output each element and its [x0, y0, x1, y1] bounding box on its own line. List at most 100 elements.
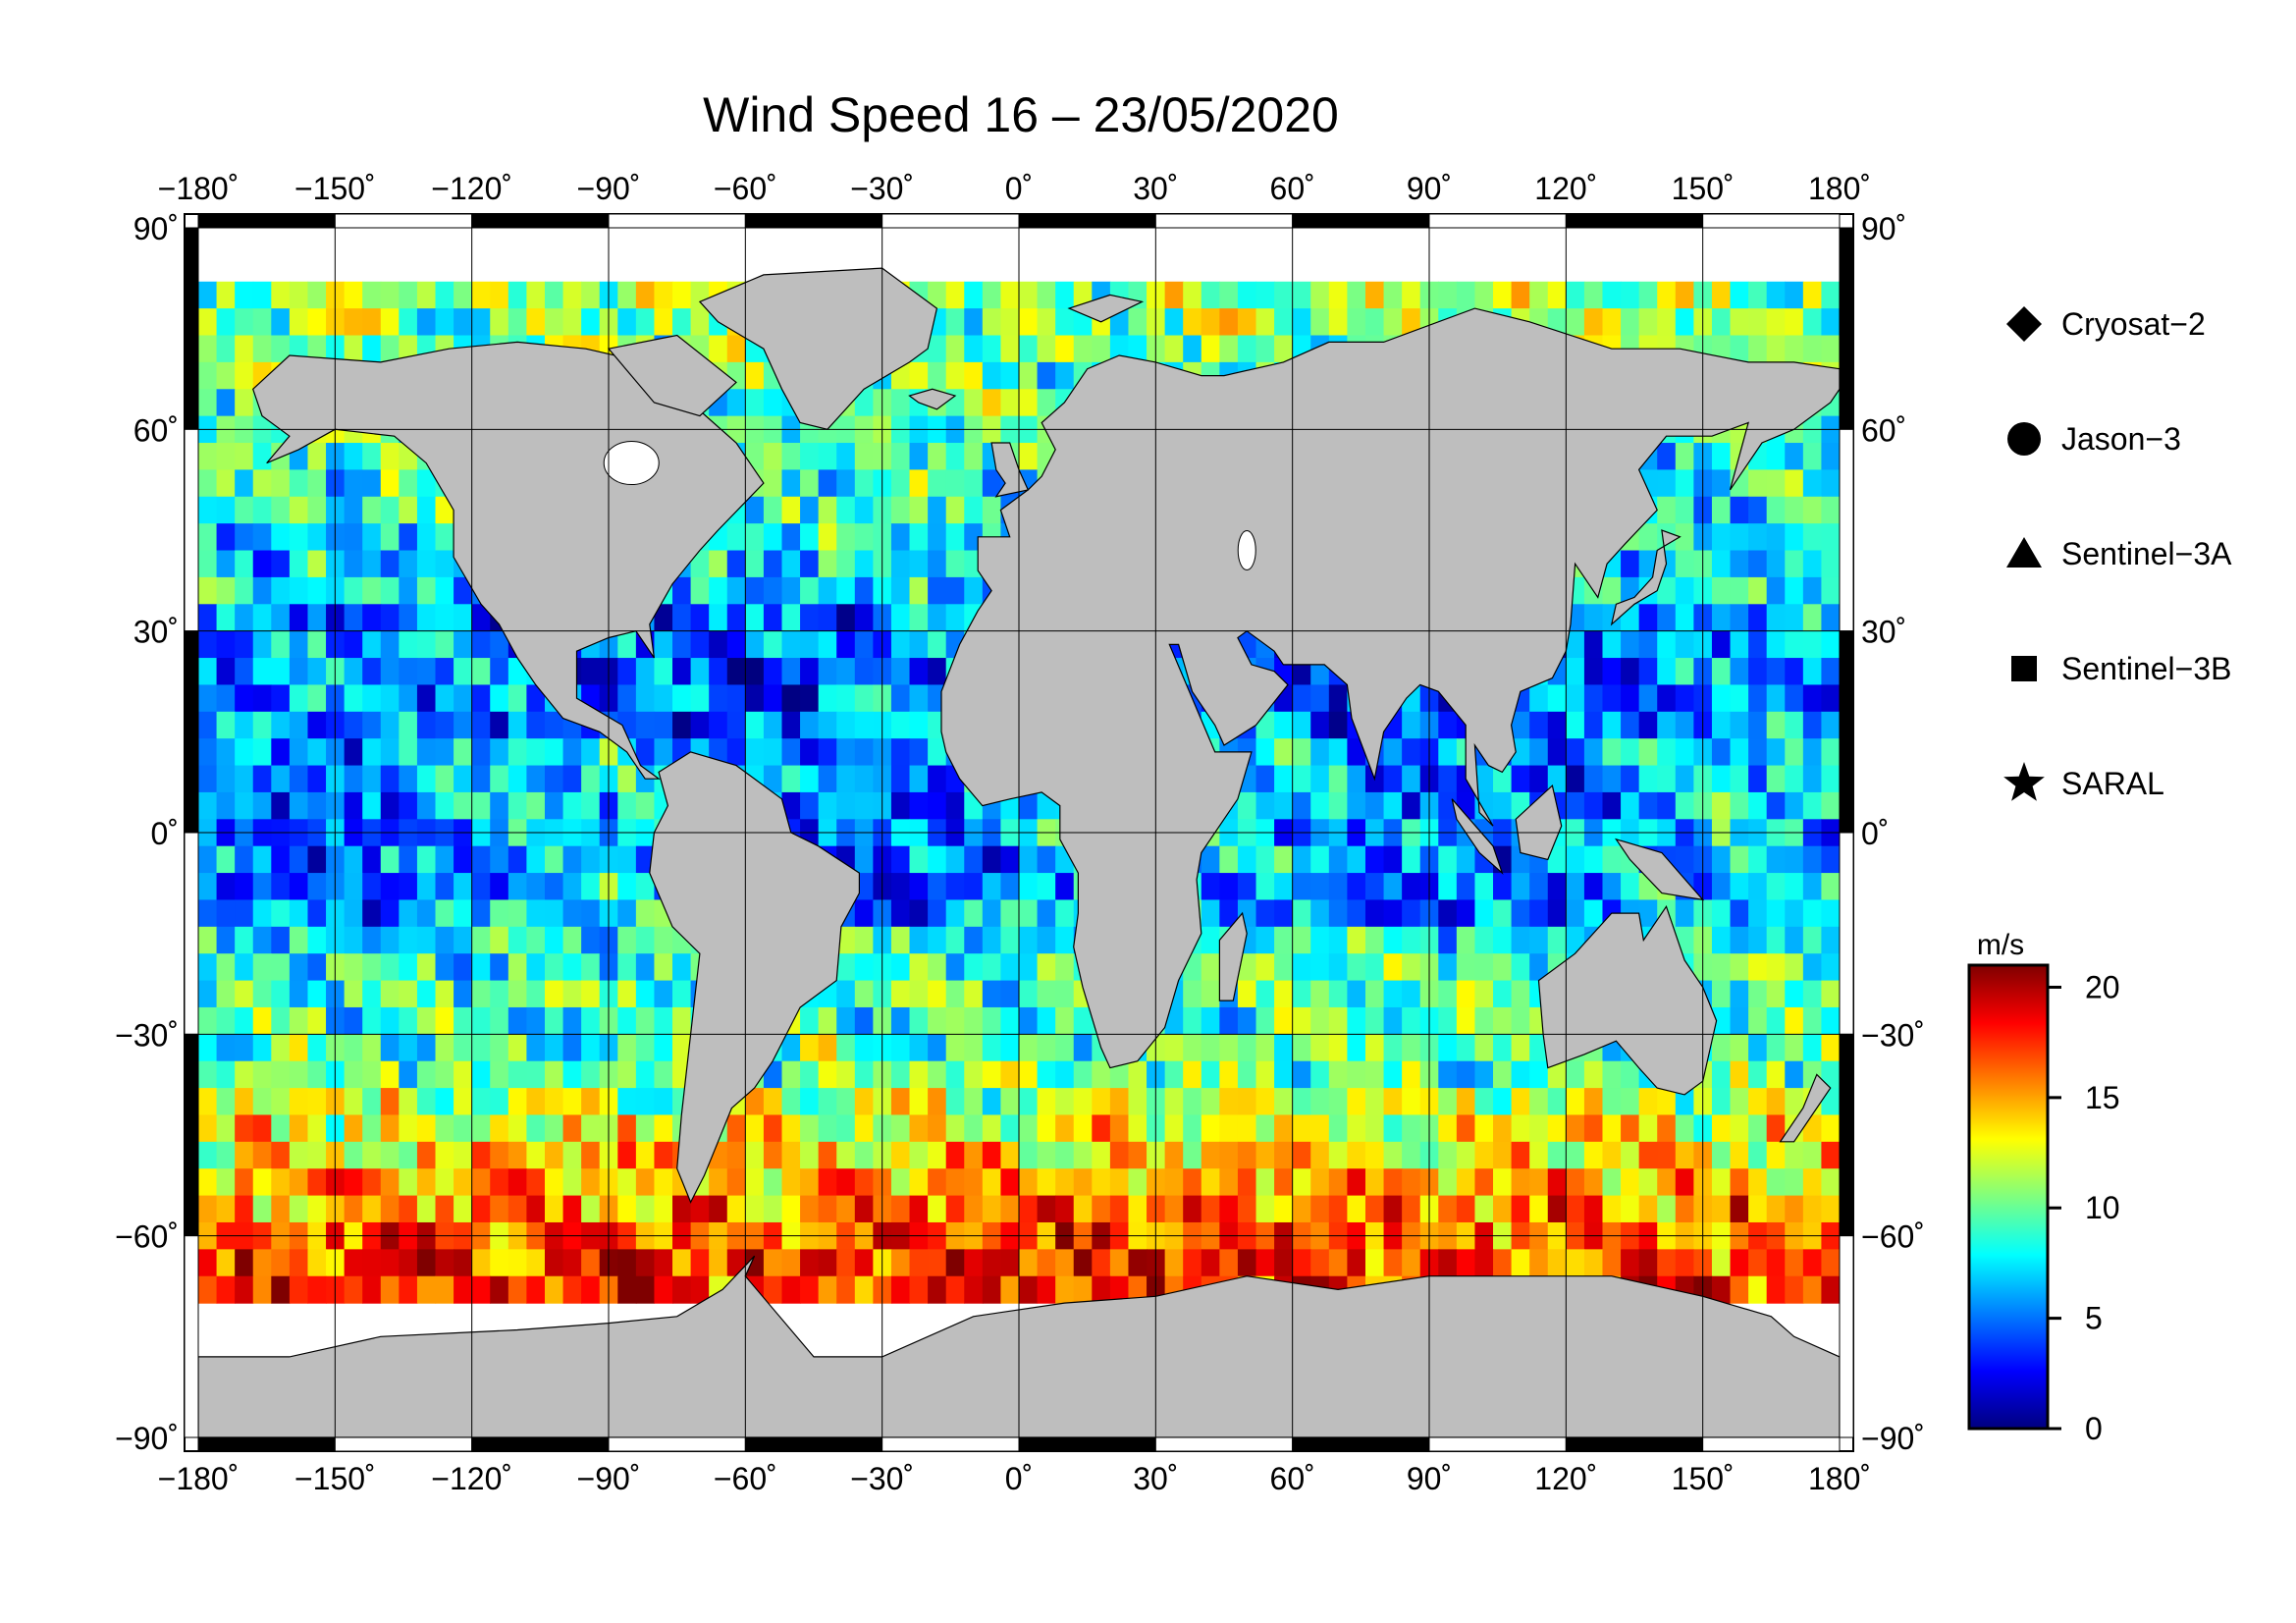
- wind-cell: [1183, 1141, 1202, 1169]
- wind-cell: [544, 281, 564, 309]
- wind-cell: [399, 604, 418, 632]
- wind-cell: [1657, 496, 1677, 524]
- wind-cell: [1201, 281, 1220, 309]
- wind-cell: [1164, 1195, 1184, 1223]
- wind-cell: [362, 791, 382, 820]
- wind-cell: [380, 791, 400, 820]
- wind-cell: [1000, 1275, 1020, 1304]
- wind-cell: [890, 873, 911, 901]
- wind-cell: [800, 443, 820, 470]
- wind-cell: [1785, 1034, 1804, 1062]
- wind-cell: [435, 658, 454, 686]
- wind-cell: [909, 361, 929, 390]
- wind-cell: [890, 738, 911, 767]
- wind-cell: [471, 1249, 491, 1277]
- wind-cell: [1785, 953, 1804, 982]
- wind-cell: [1000, 1168, 1020, 1197]
- wind-cell: [1364, 308, 1385, 337]
- wind-cell: [635, 791, 656, 820]
- wind-cell: [344, 1088, 363, 1116]
- wind-cell: [399, 281, 418, 309]
- wind-cell: [709, 1195, 728, 1223]
- wind-cell: [1292, 845, 1311, 874]
- wind-cell: [1402, 738, 1421, 767]
- wind-cell: [271, 335, 291, 363]
- wind-cell: [526, 1060, 546, 1089]
- frame-segment-right: [1839, 227, 1854, 430]
- wind-cell: [581, 791, 601, 820]
- frame-segment-top: [197, 213, 336, 229]
- wind-cell: [252, 899, 272, 928]
- wind-cell: [1255, 1006, 1275, 1035]
- wind-cell: [818, 1034, 837, 1062]
- legend-item-triangle: Sentinel−3A: [2006, 536, 2232, 571]
- wind-cell: [781, 604, 801, 632]
- wind-cell: [854, 1168, 874, 1197]
- wind-cell: [617, 1168, 637, 1197]
- wind-cell: [690, 604, 710, 632]
- wind-cell: [289, 658, 309, 686]
- wind-cell: [490, 765, 509, 793]
- wind-cell: [454, 1275, 473, 1304]
- wind-cell: [1292, 684, 1311, 713]
- lon-tick-label: −60˚: [714, 171, 777, 206]
- wind-cell: [399, 658, 418, 686]
- wind-cell: [928, 576, 947, 605]
- wind-cell: [1529, 684, 1549, 713]
- wind-cell: [1566, 1168, 1585, 1197]
- wind-cell: [836, 550, 856, 578]
- wind-cell: [1201, 1006, 1220, 1035]
- wind-cell: [252, 711, 272, 739]
- wind-cell: [490, 1168, 509, 1197]
- wind-cell: [1493, 1141, 1513, 1169]
- wind-cell: [198, 389, 218, 417]
- wind-cell: [654, 1168, 673, 1197]
- wind-cell: [763, 523, 783, 552]
- wind-cell: [289, 873, 309, 901]
- wind-cell: [216, 576, 236, 605]
- wind-cell: [1328, 1195, 1348, 1223]
- wind-cell: [1274, 1141, 1294, 1169]
- wind-cell: [289, 1195, 309, 1223]
- wind-cell: [909, 630, 929, 659]
- wind-cell: [198, 550, 218, 578]
- frame-segment-left: [184, 832, 199, 1035]
- wind-cell: [416, 1034, 437, 1062]
- wind-cell: [416, 1060, 437, 1089]
- wind-cell: [890, 496, 911, 524]
- wind-cell: [1310, 1195, 1330, 1223]
- wind-cell: [1402, 1195, 1421, 1223]
- wind-cell: [1219, 1249, 1239, 1277]
- wind-cell: [1310, 1141, 1330, 1169]
- wind-cell: [1511, 1168, 1530, 1197]
- wind-cell: [1402, 1034, 1421, 1062]
- wind-cell: [416, 1088, 437, 1116]
- wind-cell: [581, 658, 601, 686]
- wind-cell: [982, 1168, 1002, 1197]
- wind-cell: [909, 926, 929, 954]
- wind-cell: [654, 1141, 673, 1169]
- wind-cell: [307, 899, 327, 928]
- wind-cell: [1292, 1006, 1311, 1035]
- wind-cell: [672, 1275, 692, 1304]
- wind-cell: [1438, 765, 1458, 793]
- wind-cell: [1019, 791, 1039, 820]
- wind-cell: [562, 1060, 582, 1089]
- wind-cell: [454, 953, 473, 982]
- frame-segment-bottom: [1702, 1436, 1841, 1452]
- wind-cell: [745, 604, 765, 632]
- wind-cell: [800, 684, 820, 713]
- wind-cell: [1602, 1088, 1622, 1116]
- wind-cell: [362, 1249, 382, 1277]
- wind-cell: [1766, 1114, 1786, 1143]
- wind-cell: [1347, 1195, 1366, 1223]
- wind-cell: [1529, 1249, 1549, 1277]
- wind-cell: [307, 550, 327, 578]
- wind-cell: [1310, 738, 1330, 767]
- wind-cell: [1037, 1195, 1056, 1223]
- wind-cell: [1748, 845, 1768, 874]
- wind-cell: [526, 1034, 546, 1062]
- wind-cell: [1766, 550, 1786, 578]
- wind-cell: [781, 711, 801, 739]
- wind-cell: [216, 308, 236, 337]
